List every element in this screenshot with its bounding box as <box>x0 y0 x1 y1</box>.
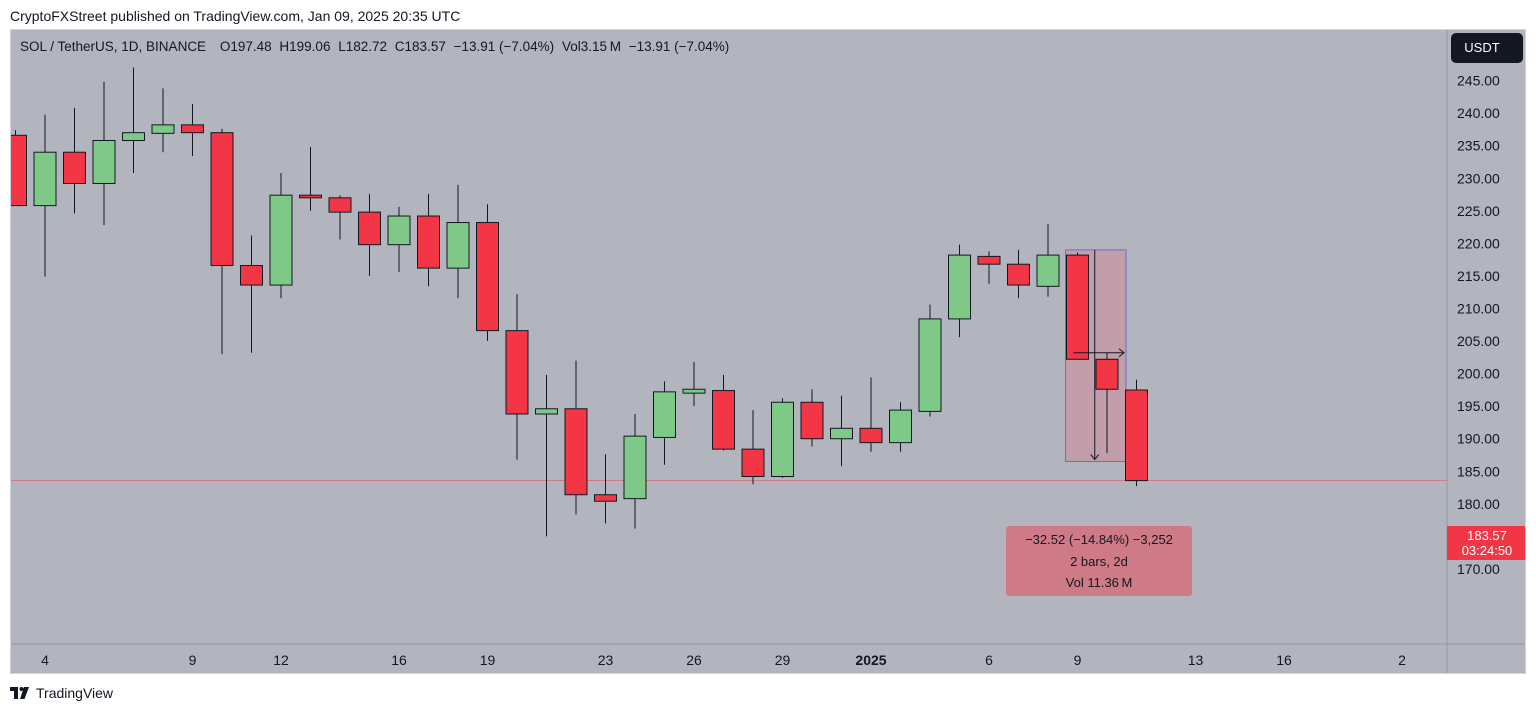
time-tick-label: 2025 <box>855 652 886 668</box>
price-tick-label: 205.00 <box>1457 333 1500 349</box>
candle-up <box>269 194 293 286</box>
candle-down <box>476 222 499 332</box>
candle-down <box>800 401 824 440</box>
time-tick-label: 12 <box>273 652 289 668</box>
time-tick-label: 16 <box>391 652 407 668</box>
candle-down <box>1095 358 1119 390</box>
candle-down <box>417 215 440 269</box>
price-tick-label: 195.00 <box>1457 398 1500 414</box>
price-tick-label: 190.00 <box>1457 431 1500 447</box>
change-value: −13.91 (−7.04%) <box>453 39 555 54</box>
open-value: O197.48 <box>219 39 272 54</box>
price-tick-label: 245.00 <box>1457 73 1500 89</box>
candle-down <box>1125 389 1148 482</box>
price-tick-label: 185.00 <box>1457 463 1500 479</box>
candle-up <box>682 388 706 394</box>
time-tick-label: 23 <box>598 652 614 668</box>
footer-brand[interactable]: TradingView <box>36 685 114 701</box>
measure-bars: 2 bars, 2d <box>1070 553 1128 569</box>
candle-up <box>830 427 853 440</box>
candle-down <box>977 255 1001 265</box>
volume-value: Vol3.15 M <box>561 39 621 54</box>
candle-down <box>712 390 735 450</box>
candle-down <box>240 265 263 286</box>
candle-up <box>623 435 647 500</box>
price-tick-label: 200.00 <box>1457 366 1500 382</box>
candle-down <box>505 330 529 415</box>
price-tick-label: 225.00 <box>1457 203 1500 219</box>
measure-tooltip: −32.52 (−14.84%) −3,252 2 bars, 2d Vol 1… <box>1006 526 1192 596</box>
candle-down <box>210 132 234 267</box>
price-tick-label: 230.00 <box>1457 170 1500 186</box>
candle-up <box>535 408 558 415</box>
chart-panel[interactable]: 170.00175.00180.00185.00190.00195.00200.… <box>10 29 1526 674</box>
measure-change: −32.52 (−14.84%) −3,252 <box>1025 532 1173 547</box>
time-tick-label: 6 <box>985 652 993 668</box>
time-tick-label: 2 <box>1398 652 1406 668</box>
candle-up <box>151 124 175 134</box>
candle-down <box>594 494 617 502</box>
last-price-value: 183.57 <box>1467 528 1507 543</box>
publisher-header: CryptoFXStreet published on TradingView.… <box>10 8 461 24</box>
candle-down <box>564 408 588 496</box>
close-value: C183.57 <box>394 39 446 54</box>
candle-up <box>387 215 411 246</box>
candle-down <box>11 134 27 207</box>
candle-up <box>33 151 57 207</box>
measure-arrowhead-down <box>1090 454 1100 461</box>
bar-countdown: 03:24:50 <box>1461 543 1513 558</box>
candle-down <box>328 197 352 213</box>
candle-up <box>889 409 912 444</box>
high-value: H199.06 <box>279 39 331 54</box>
chart-legend: SOL / TetherUS, 1D, BINANCE O197.48 H199… <box>20 39 733 54</box>
time-tick-label: 9 <box>189 652 197 668</box>
price-tick-label: 235.00 <box>1457 138 1500 154</box>
candle-up <box>1036 254 1060 287</box>
symbol-label[interactable]: SOL / TetherUS, 1D, BINANCE <box>20 39 207 54</box>
price-tick-label: 210.00 <box>1457 300 1500 316</box>
candle-up <box>122 132 145 141</box>
price-tick-label: 180.00 <box>1457 496 1500 512</box>
time-tick-label: 13 <box>1188 652 1204 668</box>
time-tick-label: 16 <box>1276 652 1292 668</box>
tradingview-logo-icon <box>10 687 29 699</box>
candle-up <box>446 222 470 269</box>
candle-up <box>771 401 794 477</box>
currency-button[interactable]: USDT <box>1451 33 1523 63</box>
candlestick-chart[interactable]: 170.00175.00180.00185.00190.00195.00200.… <box>11 30 1526 674</box>
time-tick-label: 19 <box>480 652 496 668</box>
candle-down <box>1066 254 1089 360</box>
price-tick-label: 170.00 <box>1457 561 1500 577</box>
low-value: L182.72 <box>338 39 388 54</box>
volume-change-value: −13.91 (−7.04%) <box>628 39 730 54</box>
time-tick-label: 26 <box>686 652 702 668</box>
candle-down <box>741 448 765 477</box>
candle-up <box>918 318 942 412</box>
time-tick-label: 29 <box>775 652 791 668</box>
candle-down <box>358 211 381 246</box>
candle-up <box>92 139 116 184</box>
price-tick-label: 240.00 <box>1457 105 1500 121</box>
measure-arrowhead-right <box>1118 348 1125 358</box>
measure-volume: Vol 11.36 M <box>1065 575 1133 590</box>
price-tick-label: 220.00 <box>1457 235 1500 251</box>
candle-down <box>299 194 322 199</box>
candle-up <box>653 391 676 438</box>
price-tick-label: 215.00 <box>1457 268 1500 284</box>
time-tick-label: 9 <box>1074 652 1082 668</box>
candle-up <box>948 254 971 320</box>
footer: TradingView <box>10 685 113 701</box>
candle-down <box>63 151 86 184</box>
time-tick-label: 4 <box>41 652 49 668</box>
last-price-tag: 183.57 03:24:50 <box>1447 526 1525 560</box>
candle-down <box>1007 263 1030 286</box>
candle-down <box>181 124 204 134</box>
candle-down <box>859 427 883 444</box>
